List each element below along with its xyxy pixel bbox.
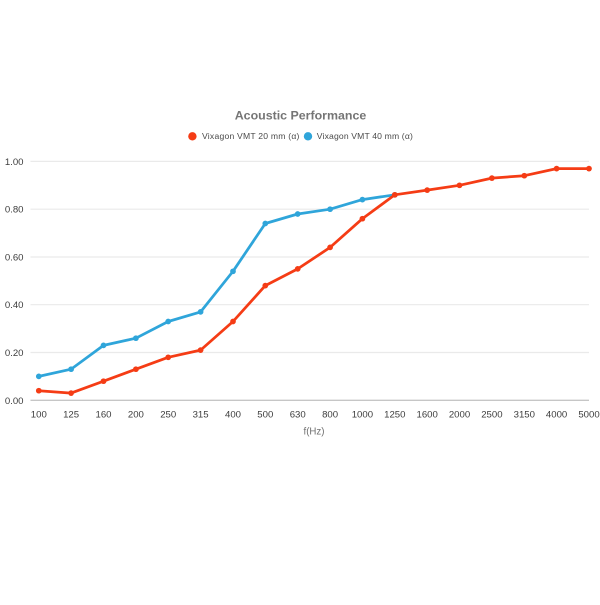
svg-text:125: 125	[63, 409, 79, 420]
svg-text:200: 200	[128, 409, 144, 420]
svg-text:0.80: 0.80	[5, 205, 24, 216]
svg-text:160: 160	[95, 409, 111, 420]
svg-text:400: 400	[225, 409, 241, 420]
svg-text:2000: 2000	[449, 409, 470, 420]
svg-text:800: 800	[322, 409, 338, 420]
svg-text:f(Hz): f(Hz)	[304, 427, 325, 438]
svg-text:100: 100	[31, 409, 47, 420]
svg-text:315: 315	[193, 409, 209, 420]
svg-text:1250: 1250	[384, 409, 405, 420]
svg-text:0.40: 0.40	[5, 300, 24, 311]
svg-text:250: 250	[160, 409, 176, 420]
svg-text:1600: 1600	[417, 409, 438, 420]
svg-text:0.60: 0.60	[5, 253, 24, 264]
svg-text:Vixagon VMT 40 mm (α): Vixagon VMT 40 mm (α)	[317, 131, 413, 141]
svg-text:1.00: 1.00	[5, 157, 24, 168]
svg-text:Vixagon VMT 20 mm (α): Vixagon VMT 20 mm (α)	[202, 131, 300, 141]
svg-text:0.20: 0.20	[5, 348, 24, 359]
svg-text:5000: 5000	[578, 409, 599, 420]
svg-text:0.00: 0.00	[5, 396, 24, 407]
svg-text:630: 630	[290, 409, 306, 420]
svg-text:500: 500	[257, 409, 273, 420]
svg-text:2500: 2500	[481, 409, 502, 420]
svg-text:3150: 3150	[514, 409, 535, 420]
svg-text:Acoustic Performance: Acoustic Performance	[235, 109, 367, 123]
svg-text:1000: 1000	[352, 409, 373, 420]
svg-text:4000: 4000	[546, 409, 567, 420]
